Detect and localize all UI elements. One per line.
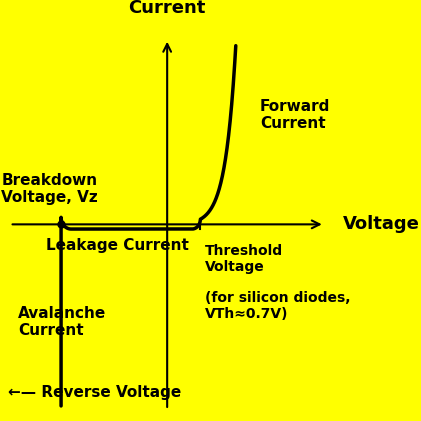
Text: Forward
Current: Forward Current <box>260 99 330 131</box>
Text: Leakage Current: Leakage Current <box>46 238 189 253</box>
Text: Voltage: Voltage <box>343 216 420 233</box>
Text: (for silicon diodes,
VTh≈0.7V): (for silicon diodes, VTh≈0.7V) <box>205 291 351 321</box>
Text: Breakdown
Voltage, Vz: Breakdown Voltage, Vz <box>1 173 98 205</box>
Text: Threshold
Voltage: Threshold Voltage <box>205 244 283 274</box>
Text: ←— Reverse Voltage: ←— Reverse Voltage <box>8 385 181 400</box>
Text: Current: Current <box>128 0 206 17</box>
Text: Avalanche
Current: Avalanche Current <box>18 306 106 338</box>
